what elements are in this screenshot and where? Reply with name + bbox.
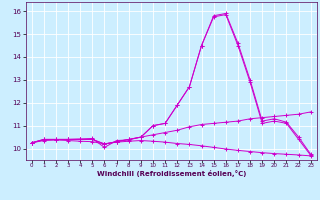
X-axis label: Windchill (Refroidissement éolien,°C): Windchill (Refroidissement éolien,°C)	[97, 170, 246, 177]
